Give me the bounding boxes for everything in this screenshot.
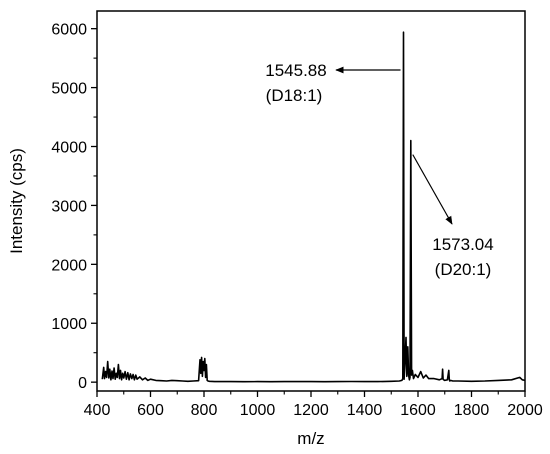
x-tick-label: 2000	[507, 402, 543, 419]
x-tick-label: 1000	[240, 402, 276, 419]
x-tick-label: 1800	[454, 402, 490, 419]
peak-2-note: (D20:1)	[435, 260, 492, 279]
peak-1-note: (D18:1)	[266, 86, 323, 105]
peak-2-arrow	[412, 154, 453, 225]
x-axis-title: m/z	[297, 429, 324, 448]
peak-annotations: 1545.88 (D18:1) 1573.04 (D20:1)	[265, 61, 493, 279]
peak-1-value: 1545.88	[265, 61, 326, 80]
y-tick-label: 4000	[51, 140, 87, 157]
x-tick-label: 1400	[347, 402, 383, 419]
y-axis-title: Intensity (cps)	[7, 148, 26, 254]
y-tick-label: 1000	[51, 316, 87, 333]
x-tick-label: 600	[137, 402, 164, 419]
x-tick-label: 1600	[400, 402, 436, 419]
y-tick-label: 3000	[51, 198, 87, 215]
x-tick-label: 400	[84, 402, 111, 419]
axis-tick-labels: 400 600 800 1000 1200 1400 1600 1800 2000 0 1000 20…	[51, 22, 542, 419]
peak-2-value: 1573.04	[432, 235, 493, 254]
y-tick-label: 5000	[51, 81, 87, 98]
y-tick-label: 6000	[51, 22, 87, 39]
y-tick-label: 0	[78, 375, 87, 392]
spectrum-series-line	[101, 31, 526, 383]
y-tick-label: 2000	[51, 257, 87, 274]
x-tick-label: 1200	[293, 402, 329, 419]
x-tick-label: 800	[191, 402, 218, 419]
axis-ticks	[91, 28, 526, 397]
